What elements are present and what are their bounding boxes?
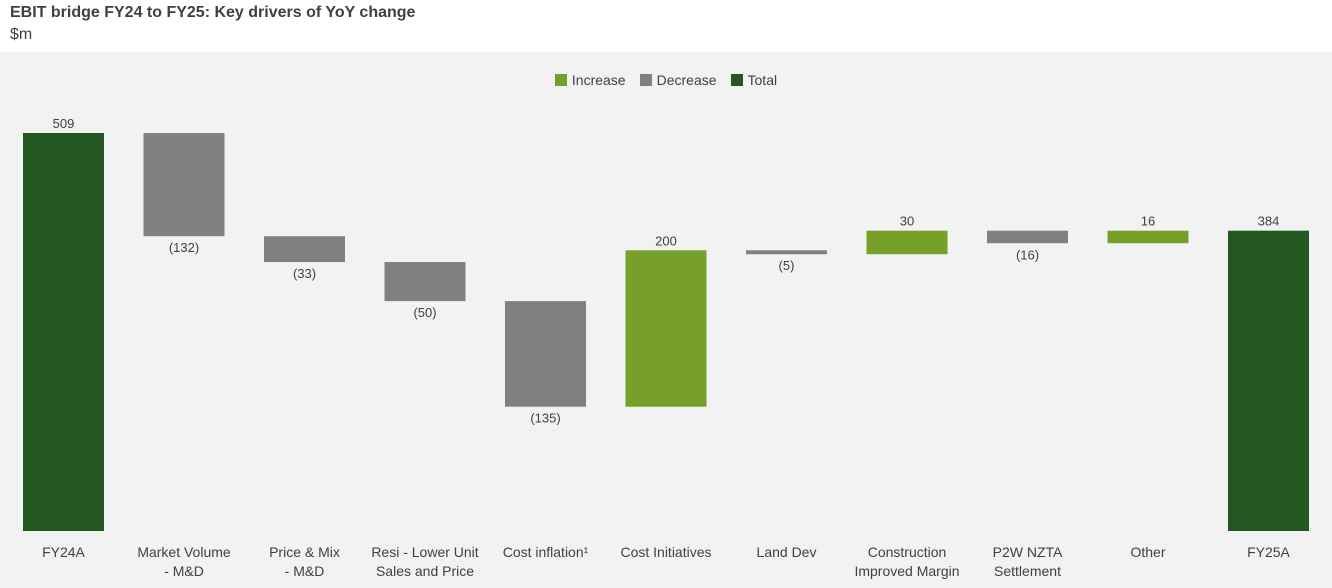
category-label-8: Construction Improved Margin: [854, 544, 959, 579]
chart-title: EBIT bridge FY24 to FY25: Key drivers of…: [10, 4, 416, 21]
legend-label-total: Total: [747, 72, 778, 88]
bar-4: [384, 262, 466, 302]
legend-label-increase: Increase: [571, 72, 626, 88]
legend-swatch-decrease: [639, 74, 652, 86]
category-label-1: FY24A: [42, 544, 85, 560]
unit-label: $m: [10, 26, 33, 43]
bar-3: [264, 236, 345, 262]
data-label-2: (132): [169, 240, 199, 255]
data-label-10: 16: [1141, 214, 1155, 229]
category-label-4: Resi - Lower Unit Sales and Price: [371, 544, 478, 579]
category-label-10: Other: [1130, 544, 1165, 560]
bar-10: [1107, 230, 1189, 244]
data-label-6: 200: [655, 233, 677, 248]
bar-7: [746, 250, 827, 255]
bar-6: [625, 250, 707, 407]
category-label-9: P2W NZTA Settlement: [993, 544, 1063, 579]
bar-5: [505, 301, 586, 407]
data-label-8: 30: [900, 214, 914, 229]
data-label-7: (5): [779, 258, 795, 273]
legend-item-total: Total: [730, 72, 778, 88]
legend-label-decrease: Decrease: [656, 72, 717, 88]
data-label-9: (16): [1016, 247, 1039, 262]
category-label-7: Land Dev: [757, 544, 817, 560]
bar-8: [866, 230, 948, 255]
category-label-6: Cost Initiatives: [620, 544, 711, 560]
legend-item-decrease: Decrease: [639, 72, 717, 88]
bar-2: [143, 133, 225, 237]
legend-swatch-total: [730, 74, 743, 86]
category-label-3: Price & Mix - M&D: [269, 544, 340, 579]
data-label-11: 384: [1258, 214, 1280, 229]
category-label-5: Cost inflation¹: [503, 544, 589, 560]
data-label-1: 509: [53, 116, 75, 131]
category-label-2: Market Volume - M&D: [137, 544, 231, 579]
data-label-4: (50): [413, 305, 436, 320]
bar-1: [23, 133, 104, 531]
legend-swatch-increase: [554, 74, 567, 86]
bar-9: [987, 230, 1068, 244]
bar-11: [1228, 230, 1309, 531]
category-label-11: FY25A: [1247, 544, 1290, 560]
legend: Increase Decrease Total: [0, 72, 1332, 88]
data-label-5: (135): [530, 411, 560, 426]
legend-item-increase: Increase: [554, 72, 626, 88]
data-label-3: (33): [293, 266, 316, 281]
